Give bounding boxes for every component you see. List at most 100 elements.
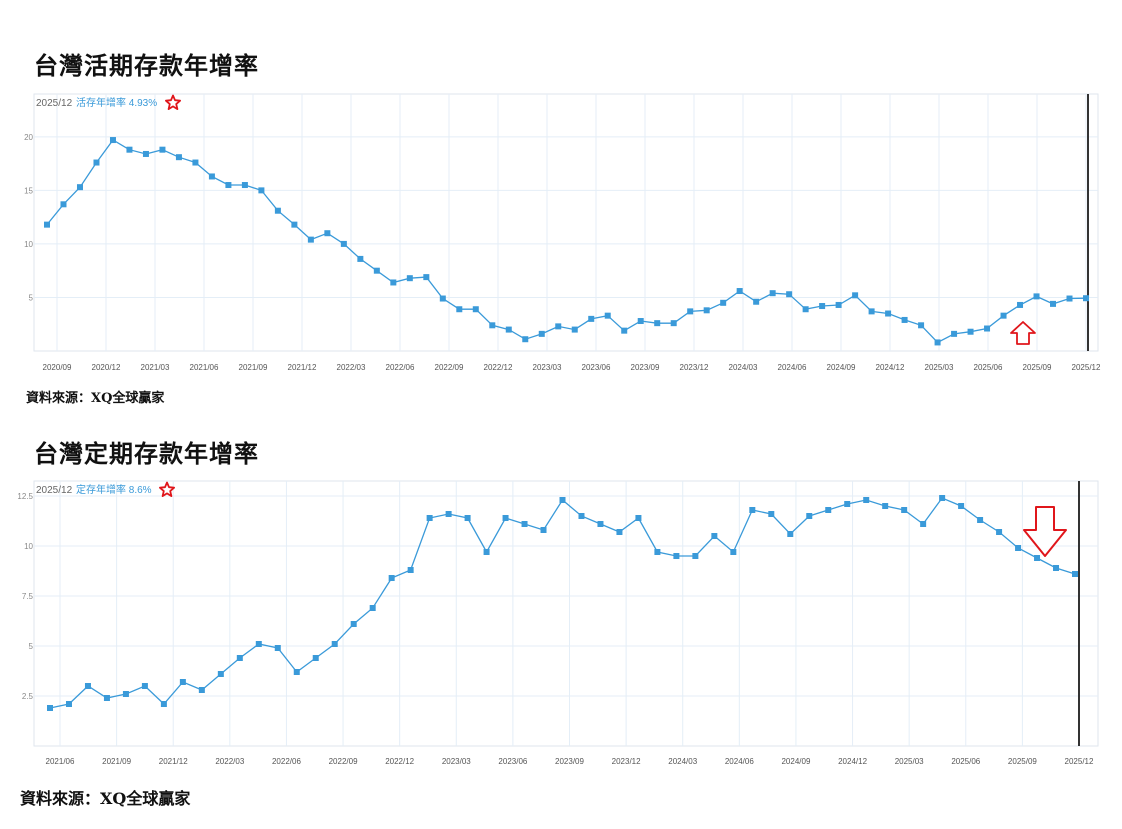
header-date: 2025/12 bbox=[36, 485, 73, 496]
data-point bbox=[769, 290, 776, 297]
data-point bbox=[406, 275, 413, 282]
data-point bbox=[472, 306, 479, 313]
y-tick-label: 5 bbox=[29, 293, 34, 302]
star-icon bbox=[158, 481, 176, 498]
data-point bbox=[559, 497, 566, 503]
x-tick-label: 2021/06 bbox=[46, 757, 75, 766]
x-tick-label: 2025/09 bbox=[1023, 363, 1052, 372]
data-point bbox=[730, 549, 737, 555]
data-point bbox=[291, 221, 298, 228]
x-tick-label: 2023/06 bbox=[498, 757, 527, 766]
x-tick-label: 2024/03 bbox=[729, 363, 758, 372]
data-point bbox=[768, 511, 775, 517]
x-tick-label: 2025/12 bbox=[1065, 757, 1094, 766]
x-tick-label: 2023/09 bbox=[555, 757, 584, 766]
x-tick-label: 2023/03 bbox=[442, 757, 471, 766]
x-tick-label: 2022/09 bbox=[435, 363, 464, 372]
data-point bbox=[255, 641, 262, 647]
data-point bbox=[350, 621, 357, 627]
series-line bbox=[46, 139, 1087, 344]
x-tick-label: 2021/12 bbox=[288, 363, 317, 372]
x-tick-label: 2023/06 bbox=[582, 363, 611, 372]
x-tick-label: 2021/09 bbox=[102, 757, 131, 766]
x-tick-label: 2022/12 bbox=[385, 757, 414, 766]
data-point bbox=[502, 515, 509, 521]
header-series-label: 定存年增率 8.6% bbox=[76, 483, 152, 496]
x-tick-label: 2021/03 bbox=[141, 363, 170, 372]
data-point bbox=[1015, 545, 1022, 551]
data-point bbox=[692, 553, 699, 559]
data-point bbox=[483, 549, 490, 555]
data-point bbox=[76, 184, 83, 191]
data-point bbox=[521, 521, 528, 527]
chart2-source: 資料來源：XQ全球贏家 bbox=[20, 789, 191, 808]
x-tick-label: 2024/09 bbox=[781, 757, 810, 766]
data-point bbox=[93, 159, 100, 166]
data-point bbox=[597, 521, 604, 527]
y-tick-label: 10 bbox=[24, 240, 33, 249]
x-tick-label: 2023/12 bbox=[680, 363, 709, 372]
data-point bbox=[258, 187, 265, 194]
x-tick-label: 2025/03 bbox=[925, 363, 954, 372]
data-point bbox=[901, 316, 908, 323]
data-point bbox=[236, 655, 243, 661]
data-point bbox=[274, 207, 281, 214]
x-tick-label: 2024/06 bbox=[725, 757, 754, 766]
data-point bbox=[958, 503, 965, 509]
data-point bbox=[60, 201, 67, 208]
star-icon bbox=[164, 94, 182, 110]
data-point bbox=[390, 279, 397, 286]
data-point bbox=[445, 511, 452, 517]
x-tick-label: 2021/09 bbox=[239, 363, 268, 372]
data-point bbox=[1083, 295, 1089, 302]
x-tick-label: 2025/06 bbox=[951, 757, 980, 766]
data-point bbox=[571, 326, 578, 333]
x-tick-label: 2024/12 bbox=[838, 757, 867, 766]
data-point bbox=[720, 299, 727, 306]
data-point bbox=[357, 255, 364, 262]
data-point bbox=[844, 501, 851, 507]
data-point bbox=[819, 303, 826, 310]
data-point bbox=[1050, 300, 1057, 307]
data-point bbox=[439, 295, 446, 302]
data-point bbox=[198, 687, 205, 693]
data-point bbox=[47, 705, 53, 711]
data-point bbox=[901, 507, 908, 513]
data-point bbox=[977, 517, 984, 523]
data-point bbox=[1000, 312, 1007, 319]
data-point bbox=[996, 529, 1003, 535]
data-point bbox=[637, 318, 644, 325]
data-point bbox=[489, 322, 496, 329]
x-tick-label: 2025/06 bbox=[974, 363, 1003, 372]
x-tick-label: 2022/06 bbox=[386, 363, 415, 372]
data-point bbox=[1034, 555, 1041, 561]
chart2-title: 台灣定期存款年增率 bbox=[34, 439, 259, 468]
y-tick-label: 20 bbox=[24, 133, 33, 142]
data-point bbox=[217, 671, 224, 677]
x-tick-label: 2020/09 bbox=[43, 363, 72, 372]
x-tick-label: 2023/09 bbox=[631, 363, 660, 372]
data-point bbox=[687, 308, 694, 315]
y-tick-label: 2.5 bbox=[22, 692, 34, 701]
data-point bbox=[522, 336, 529, 343]
data-point bbox=[654, 549, 661, 555]
data-point bbox=[753, 298, 760, 305]
data-point bbox=[918, 322, 925, 329]
data-point bbox=[984, 325, 991, 332]
data-point bbox=[65, 701, 72, 707]
data-point bbox=[293, 669, 300, 675]
data-point bbox=[109, 137, 116, 144]
data-point bbox=[540, 527, 547, 533]
data-point bbox=[868, 308, 875, 315]
data-point bbox=[951, 330, 958, 337]
y-tick-label: 5 bbox=[29, 642, 34, 651]
data-point bbox=[84, 683, 91, 689]
data-point bbox=[578, 513, 585, 519]
data-point bbox=[1053, 565, 1060, 571]
y-tick-label: 12.5 bbox=[17, 492, 33, 501]
x-tick-label: 2025/12 bbox=[1072, 363, 1101, 372]
data-point bbox=[142, 150, 149, 157]
x-tick-label: 2022/12 bbox=[484, 363, 513, 372]
